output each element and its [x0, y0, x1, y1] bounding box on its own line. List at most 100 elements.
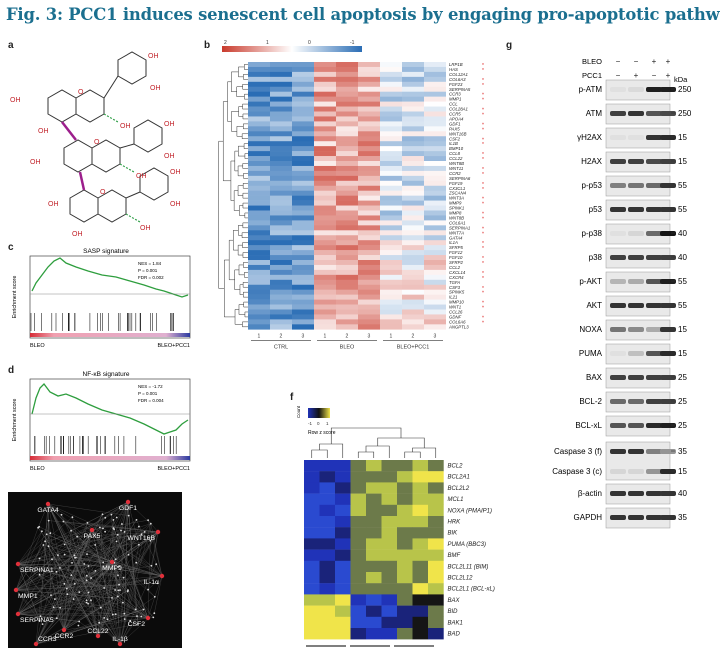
heatmap-cell [270, 260, 292, 266]
heatmap-cell [397, 616, 413, 629]
gsea-ylabel: Enrichment score [12, 276, 18, 319]
heatmap-cell [314, 309, 336, 315]
network-node [41, 530, 43, 533]
dendrogram-branch [233, 190, 240, 211]
gene-label: FGF12 [449, 250, 463, 255]
network-edge [119, 531, 145, 645]
heatmap-cell [424, 156, 446, 162]
blot-band [646, 87, 662, 92]
significance-star: * [482, 63, 484, 69]
heatmap-cell [292, 220, 314, 226]
heatmap-cell [270, 146, 292, 152]
oh-label: OH [72, 231, 83, 238]
gene-label: SPINK5 [449, 290, 465, 295]
blot-band [646, 303, 662, 308]
heatmap-cell [292, 250, 314, 256]
gene-label: SFRP2 [449, 260, 463, 265]
heatmap-cell [424, 96, 446, 102]
heatmap-cell [366, 628, 382, 640]
blot-label: PUMA [579, 349, 603, 358]
heatmap-cell [424, 304, 446, 310]
heatmap-cell [402, 205, 424, 211]
kda-value: 15 [678, 133, 687, 142]
heatmap-cell [314, 279, 336, 286]
heatmap-cell [402, 66, 424, 73]
network-node [94, 544, 97, 546]
dendrogram-branch [233, 230, 239, 251]
heatmap-cell [366, 616, 382, 629]
heatmap-cell [336, 319, 358, 325]
heatmap-cell [248, 151, 270, 157]
heatmap-cell [270, 230, 292, 236]
network-edge [79, 621, 99, 637]
dendrogram-branch [228, 239, 235, 281]
gene-label: COL12A1 [449, 72, 468, 77]
heatmap-cell [402, 136, 424, 142]
heatmap-cell [380, 260, 402, 266]
heatmap-cell [358, 255, 380, 261]
network-node [147, 519, 150, 522]
heatmap-cell [380, 136, 402, 142]
network-edge [111, 531, 145, 563]
dendrogram-branch [242, 84, 248, 90]
network-node [70, 574, 73, 577]
blot-band [646, 159, 662, 164]
network-edge [15, 531, 43, 591]
heatmap-cell [397, 471, 413, 483]
significance-star: * [482, 286, 484, 292]
heatmap-cell [292, 180, 314, 187]
heatmap-cell [424, 106, 446, 112]
z-score-legend [308, 408, 330, 418]
heatmap-cell [380, 131, 402, 137]
figure-title: Fig. 3: PCC1 induces senescent cell apop… [6, 5, 720, 24]
gsea-nes: NES = 1.84 [138, 261, 162, 266]
dendrogram-branch [234, 150, 239, 172]
heatmap-cell [424, 309, 446, 315]
blot-band [628, 279, 644, 284]
heatmap-cell [319, 583, 336, 595]
heatmap-cell [358, 71, 380, 78]
hub-label: CCR3 [38, 636, 57, 643]
heatmap-cell [248, 210, 270, 216]
network-node [123, 612, 126, 615]
network-edge [107, 531, 159, 620]
heatmap-cell [270, 255, 292, 261]
heatmap-cell [304, 628, 320, 640]
heatmap-cell [292, 86, 314, 92]
heatmap-cell [292, 121, 314, 127]
pcc1-sign: + [634, 71, 639, 80]
gene-label: CCL2 [449, 265, 461, 270]
lane-number: 2 [346, 333, 349, 339]
heatmap-cell [292, 170, 314, 177]
network-node [102, 527, 104, 530]
heatmap-cell [335, 538, 351, 550]
significance-star: * [482, 212, 484, 218]
heatmap-cell [424, 141, 446, 147]
network-node [103, 587, 106, 589]
network-edge [86, 554, 121, 645]
heatmap-cell [397, 560, 413, 573]
gene-label: BAK1 [448, 620, 463, 626]
heatmap-cell [248, 62, 270, 68]
heatmap-cell [380, 126, 402, 132]
dendrogram-branch [234, 309, 243, 325]
panel-label-g: g [506, 40, 513, 51]
legend-title: Count [296, 405, 301, 418]
heatmap-cell [424, 190, 446, 196]
significance-star: * [482, 231, 484, 237]
network-edge [97, 515, 129, 637]
gene-label: CCR5 [449, 112, 461, 117]
heatmap-cell [314, 81, 336, 88]
gene-label: MMP8 [449, 211, 462, 216]
heatmap-cell [314, 175, 336, 182]
heatmap-cell [292, 66, 314, 73]
blot-band [646, 135, 662, 140]
network-node [143, 531, 146, 533]
kda-value: 25 [678, 397, 687, 406]
heatmap-cell [336, 284, 358, 290]
gene-label: ZSCAN4 [448, 191, 467, 196]
blot-band [646, 399, 662, 404]
network-node [90, 577, 92, 579]
significance-star: * [482, 68, 484, 74]
network-edge [63, 577, 124, 631]
